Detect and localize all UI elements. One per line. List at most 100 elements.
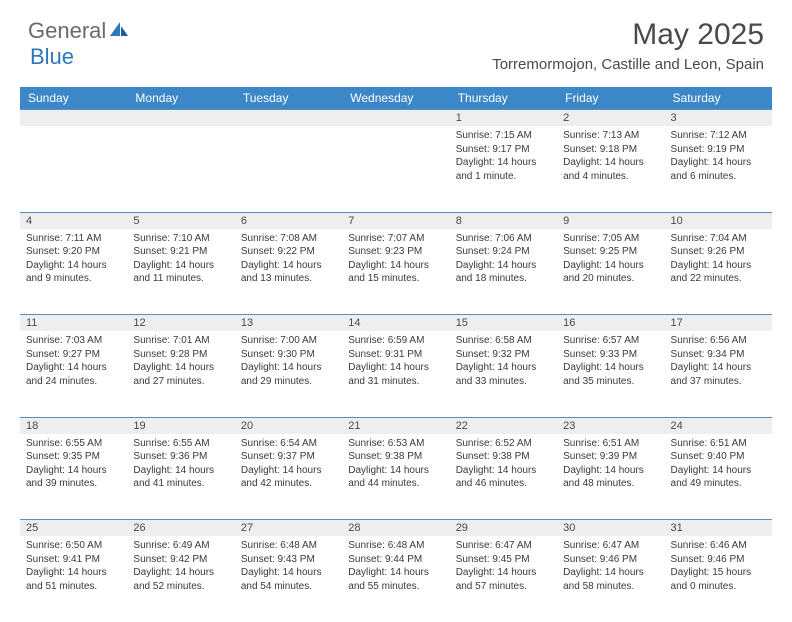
day-cell: Sunrise: 6:59 AMSunset: 9:31 PMDaylight:… — [342, 331, 449, 417]
daylight-text: Daylight: 14 hours — [563, 464, 658, 478]
location: Torremormojon, Castille and Leon, Spain — [492, 56, 764, 73]
sunset-text: Sunset: 9:38 PM — [456, 450, 551, 464]
daylight-text: Daylight: 14 hours — [26, 361, 121, 375]
daylight-text-2: and 48 minutes. — [563, 477, 658, 491]
day-cell: Sunrise: 7:05 AMSunset: 9:25 PMDaylight:… — [557, 229, 664, 315]
day-number — [127, 110, 234, 127]
day-number: 5 — [127, 212, 234, 229]
day-number: 17 — [665, 315, 772, 332]
daylight-text: Daylight: 14 hours — [671, 464, 766, 478]
day-cell: Sunrise: 7:00 AMSunset: 9:30 PMDaylight:… — [235, 331, 342, 417]
sunset-text: Sunset: 9:20 PM — [26, 245, 121, 259]
day-number: 9 — [557, 212, 664, 229]
day-detail-row: Sunrise: 7:15 AMSunset: 9:17 PMDaylight:… — [20, 126, 772, 212]
sunset-text: Sunset: 9:26 PM — [671, 245, 766, 259]
day-number: 11 — [20, 315, 127, 332]
sunrise-text: Sunrise: 7:00 AM — [241, 334, 336, 348]
sunrise-text: Sunrise: 7:13 AM — [563, 129, 658, 143]
daylight-text: Daylight: 14 hours — [241, 464, 336, 478]
daylight-text-2: and 1 minute. — [456, 170, 551, 184]
sunset-text: Sunset: 9:44 PM — [348, 553, 443, 567]
day-number: 30 — [557, 520, 664, 537]
sunrise-text: Sunrise: 6:55 AM — [133, 437, 228, 451]
weekday-header: Thursday — [450, 87, 557, 110]
day-number: 25 — [20, 520, 127, 537]
daylight-text: Daylight: 14 hours — [26, 464, 121, 478]
day-cell: Sunrise: 6:47 AMSunset: 9:46 PMDaylight:… — [557, 536, 664, 622]
day-cell: Sunrise: 6:56 AMSunset: 9:34 PMDaylight:… — [665, 331, 772, 417]
daylight-text-2: and 9 minutes. — [26, 272, 121, 286]
daylight-text: Daylight: 14 hours — [348, 566, 443, 580]
daylight-text: Daylight: 14 hours — [671, 156, 766, 170]
sunrise-text: Sunrise: 7:15 AM — [456, 129, 551, 143]
day-cell: Sunrise: 6:50 AMSunset: 9:41 PMDaylight:… — [20, 536, 127, 622]
daylight-text: Daylight: 14 hours — [241, 361, 336, 375]
sunset-text: Sunset: 9:28 PM — [133, 348, 228, 362]
day-cell — [235, 126, 342, 212]
day-number: 20 — [235, 417, 342, 434]
daylight-text-2: and 0 minutes. — [671, 580, 766, 594]
day-cell — [127, 126, 234, 212]
sunset-text: Sunset: 9:32 PM — [456, 348, 551, 362]
day-cell: Sunrise: 7:15 AMSunset: 9:17 PMDaylight:… — [450, 126, 557, 212]
daylight-text-2: and 37 minutes. — [671, 375, 766, 389]
daylight-text: Daylight: 14 hours — [563, 156, 658, 170]
day-number-row: 45678910 — [20, 212, 772, 229]
sunrise-text: Sunrise: 6:48 AM — [348, 539, 443, 553]
sunset-text: Sunset: 9:22 PM — [241, 245, 336, 259]
sunrise-text: Sunrise: 6:56 AM — [671, 334, 766, 348]
day-number — [20, 110, 127, 127]
day-number: 13 — [235, 315, 342, 332]
day-number: 15 — [450, 315, 557, 332]
sunset-text: Sunset: 9:34 PM — [671, 348, 766, 362]
day-cell: Sunrise: 7:12 AMSunset: 9:19 PMDaylight:… — [665, 126, 772, 212]
weekday-header: Sunday — [20, 87, 127, 110]
daylight-text-2: and 27 minutes. — [133, 375, 228, 389]
daylight-text-2: and 39 minutes. — [26, 477, 121, 491]
day-number: 22 — [450, 417, 557, 434]
sunset-text: Sunset: 9:39 PM — [563, 450, 658, 464]
day-number: 7 — [342, 212, 449, 229]
daylight-text-2: and 35 minutes. — [563, 375, 658, 389]
daylight-text: Daylight: 14 hours — [456, 259, 551, 273]
day-number: 2 — [557, 110, 664, 127]
sunset-text: Sunset: 9:19 PM — [671, 143, 766, 157]
daylight-text: Daylight: 14 hours — [133, 259, 228, 273]
day-number: 21 — [342, 417, 449, 434]
sunrise-text: Sunrise: 6:54 AM — [241, 437, 336, 451]
daylight-text: Daylight: 14 hours — [456, 156, 551, 170]
sunrise-text: Sunrise: 7:07 AM — [348, 232, 443, 246]
daylight-text-2: and 49 minutes. — [671, 477, 766, 491]
day-cell: Sunrise: 7:01 AMSunset: 9:28 PMDaylight:… — [127, 331, 234, 417]
day-cell: Sunrise: 6:46 AMSunset: 9:46 PMDaylight:… — [665, 536, 772, 622]
day-number: 16 — [557, 315, 664, 332]
sunset-text: Sunset: 9:36 PM — [133, 450, 228, 464]
weekday-header-row: Sunday Monday Tuesday Wednesday Thursday… — [20, 87, 772, 110]
sunrise-text: Sunrise: 6:53 AM — [348, 437, 443, 451]
daylight-text-2: and 33 minutes. — [456, 375, 551, 389]
sunset-text: Sunset: 9:21 PM — [133, 245, 228, 259]
title-block: May 2025 Torremormojon, Castille and Leo… — [492, 18, 764, 73]
daylight-text-2: and 54 minutes. — [241, 580, 336, 594]
sunset-text: Sunset: 9:35 PM — [26, 450, 121, 464]
daylight-text: Daylight: 14 hours — [26, 259, 121, 273]
sunset-text: Sunset: 9:33 PM — [563, 348, 658, 362]
day-cell — [342, 126, 449, 212]
logo-text-blue-wrap: Blue — [30, 44, 74, 70]
day-number: 29 — [450, 520, 557, 537]
month-title: May 2025 — [492, 18, 764, 52]
day-number: 31 — [665, 520, 772, 537]
daylight-text-2: and 20 minutes. — [563, 272, 658, 286]
day-number — [342, 110, 449, 127]
sunset-text: Sunset: 9:46 PM — [671, 553, 766, 567]
daylight-text-2: and 58 minutes. — [563, 580, 658, 594]
daylight-text-2: and 18 minutes. — [456, 272, 551, 286]
sunset-text: Sunset: 9:41 PM — [26, 553, 121, 567]
daylight-text-2: and 6 minutes. — [671, 170, 766, 184]
day-number: 8 — [450, 212, 557, 229]
sunset-text: Sunset: 9:24 PM — [456, 245, 551, 259]
sunset-text: Sunset: 9:30 PM — [241, 348, 336, 362]
sunrise-text: Sunrise: 7:03 AM — [26, 334, 121, 348]
day-cell: Sunrise: 6:51 AMSunset: 9:39 PMDaylight:… — [557, 434, 664, 520]
daylight-text: Daylight: 14 hours — [563, 566, 658, 580]
